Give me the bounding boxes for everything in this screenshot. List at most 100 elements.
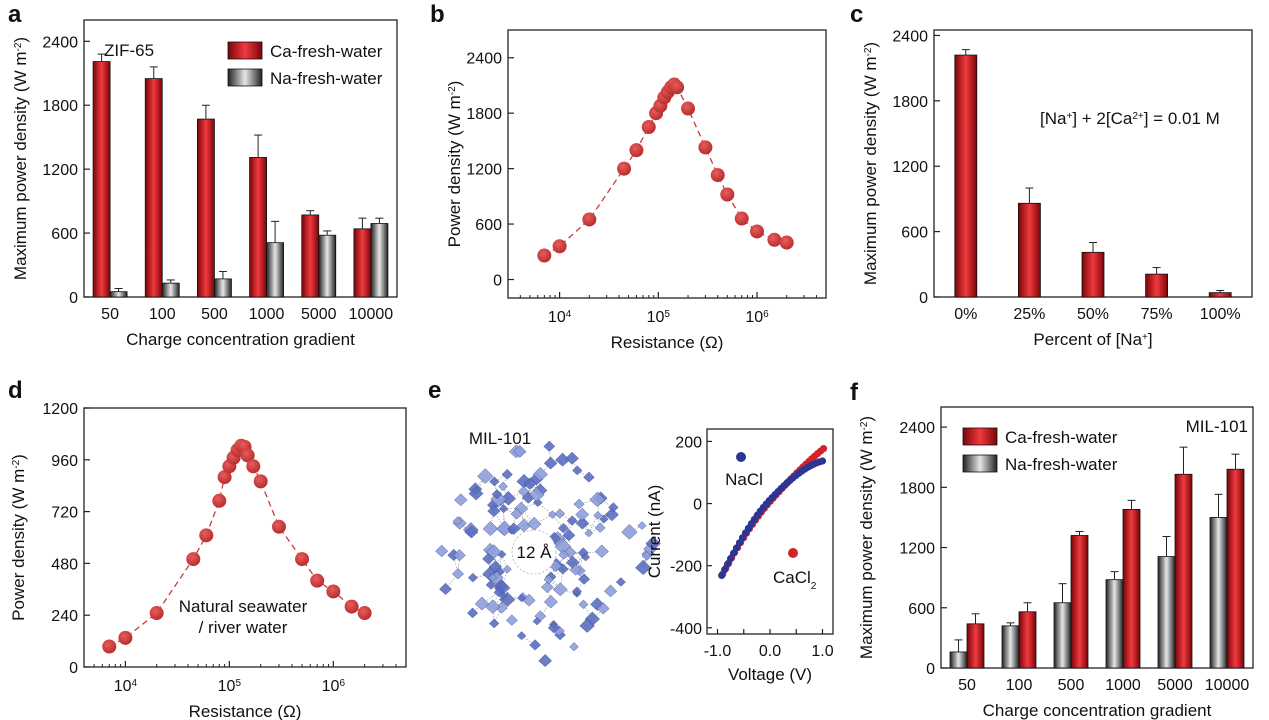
y-axis-label-sup: -2 [859, 421, 870, 430]
data-point [310, 573, 325, 588]
x-axis-label-text: Charge concentration gradient [983, 701, 1212, 720]
data-point [295, 552, 310, 567]
metal-cluster [487, 504, 501, 518]
y-axis-label-sup: -2 [13, 42, 24, 51]
metal-cluster [482, 521, 499, 536]
data-point [149, 606, 164, 621]
metal-cluster [452, 516, 463, 526]
mof-structure-illustration [435, 440, 661, 668]
framework-link [472, 603, 483, 614]
legend-label: Na-fresh-water [270, 69, 383, 88]
metal-cluster [538, 654, 553, 668]
bar [1174, 473, 1193, 669]
y-tick-label: 0 [919, 290, 928, 307]
metal-cluster [593, 511, 603, 520]
metal-cluster [498, 504, 509, 514]
framework-link [547, 586, 561, 590]
x-tick-exp: 6 [763, 309, 769, 320]
annotation: / river water [199, 618, 288, 637]
metal-cluster [512, 444, 527, 458]
x-tick-label: 10000 [349, 306, 394, 323]
y-axis-label: Power density (W m-2) [445, 81, 464, 248]
x-axis-label: Voltage (V) [728, 665, 812, 684]
metal-cluster [529, 487, 545, 502]
y-tick-label: 480 [51, 556, 78, 573]
x-tick-exp: 5 [235, 678, 241, 689]
x-tick-label: 1.0 [811, 643, 833, 660]
metal-cluster [516, 631, 527, 641]
framework-link [503, 508, 517, 515]
metal-cluster [584, 528, 594, 538]
metal-cluster [485, 599, 501, 614]
data-point [698, 140, 713, 155]
data-point [217, 470, 232, 485]
panel-a: a 0 600 1200 1800 2400 50 100 500 1000 5000 10000 Ch… [8, 1, 398, 349]
panel-letter: c [850, 1, 863, 28]
metal-cluster [532, 466, 548, 482]
nacl-data-point [724, 560, 732, 568]
x-axis-label: Charge concentration gradient [983, 701, 1212, 720]
framework-link [559, 513, 573, 522]
bar [1157, 556, 1176, 669]
metal-cluster [488, 573, 498, 582]
data-point [629, 143, 644, 158]
bar [1053, 602, 1072, 669]
metal-cluster [578, 573, 591, 585]
metal-cluster [517, 593, 527, 603]
bar [1018, 611, 1037, 669]
framework-link [495, 554, 503, 567]
y-tick-label: 2400 [466, 51, 502, 68]
y-tick-label: 600 [51, 226, 78, 243]
x-tick-label: 0.0 [759, 643, 781, 660]
metal-cluster [575, 516, 590, 530]
bar [954, 54, 978, 298]
framework-link [502, 474, 508, 487]
bar [1070, 535, 1089, 669]
metal-cluster [608, 502, 619, 513]
nacl-data-point [726, 555, 735, 563]
bar [1208, 292, 1232, 298]
metal-cluster [562, 528, 576, 542]
x-tick-base: 10 [548, 309, 566, 326]
data-point [779, 235, 794, 250]
y-axis-label-end: ) [857, 416, 876, 422]
framework-link [597, 514, 612, 516]
y-axis-label-sup: -2 [11, 459, 22, 468]
y-tick-label: 0 [69, 290, 78, 307]
y-tick-label: 0 [69, 660, 78, 677]
data-point [750, 224, 765, 239]
framework-link [577, 470, 590, 478]
bar [1081, 251, 1105, 298]
y-tick-label: 240 [51, 608, 78, 625]
metal-cluster [523, 477, 537, 490]
metal-cluster [621, 523, 638, 540]
framework-link [529, 483, 538, 496]
x-tick-label: 25% [1013, 306, 1045, 323]
y-tick-label: 600 [908, 601, 935, 618]
metal-cluster [502, 564, 512, 574]
x-tick-label: 100% [1200, 306, 1241, 323]
metal-cluster [594, 522, 606, 533]
x-tick-label: 1000 [1105, 677, 1141, 694]
x-axis-label-text: Charge concentration gradient [126, 330, 355, 349]
x-axis-label: Resistance (Ω) [189, 702, 302, 720]
metal-cluster [543, 456, 558, 470]
cacl2-label-sub: 2 [811, 581, 817, 592]
data-point [641, 120, 656, 135]
y-axis-label: Power density (W m-2) [9, 454, 28, 621]
nacl-data-point [718, 571, 726, 580]
metal-cluster [532, 497, 543, 508]
y-tick-label: 720 [51, 505, 78, 522]
x-tick-label: 100 [1006, 677, 1033, 694]
material-label: ZIF-65 [104, 41, 154, 60]
bar [1209, 517, 1228, 669]
metal-cluster [510, 508, 523, 520]
x-tick-label: -1.0 [704, 643, 732, 660]
metal-cluster [547, 621, 561, 634]
metal-cluster [451, 567, 465, 580]
panel-letter: b [430, 1, 445, 28]
bar [1001, 625, 1020, 669]
bar [266, 242, 284, 298]
cacl2-label-text: CaCl [773, 568, 811, 587]
